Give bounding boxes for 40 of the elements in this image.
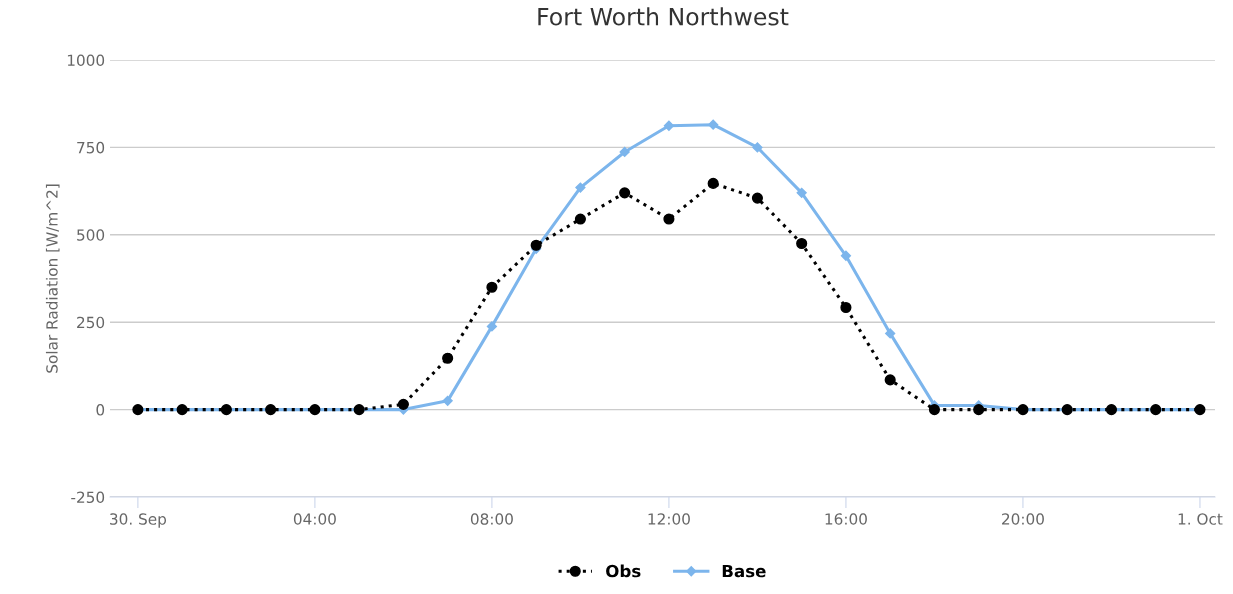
point — [752, 142, 763, 153]
point — [397, 398, 409, 410]
point — [796, 187, 807, 198]
point — [928, 404, 940, 416]
point — [442, 352, 454, 364]
point — [619, 146, 630, 158]
x-tick-label: 12:00 — [648, 513, 690, 525]
y-tick-label: 500 — [77, 229, 105, 241]
legend-label: Obs — [606, 564, 641, 578]
legend-label: Base — [722, 564, 766, 578]
point — [619, 187, 631, 199]
y-tick-label: 750 — [77, 141, 105, 154]
x-tick-label: 08:00 — [470, 513, 513, 525]
point — [840, 301, 852, 314]
y-tick-label: -250 — [71, 491, 105, 504]
y-axis-title: Solar Radiation [W/m^2] — [45, 184, 60, 373]
point — [884, 374, 896, 386]
point — [663, 213, 675, 225]
point — [885, 328, 896, 339]
point — [973, 404, 985, 416]
x-tick-label: 04:00 — [293, 513, 336, 525]
x-tick-label: 30. Sep — [110, 513, 167, 528]
point — [442, 395, 453, 406]
point — [840, 250, 852, 261]
point — [574, 213, 586, 225]
point — [707, 177, 719, 189]
point — [486, 321, 498, 332]
point — [575, 182, 586, 193]
point — [796, 237, 808, 250]
point — [708, 119, 719, 130]
y-tick-label: 1000 — [67, 54, 105, 67]
point — [530, 239, 542, 251]
point — [751, 192, 763, 204]
y-tick-label: 250 — [77, 316, 105, 329]
chart-title: Fort Worth Northwest — [538, 7, 789, 26]
x-tick-label: 1. Oct — [1178, 513, 1223, 525]
x-tick-label: 16:00 — [825, 513, 867, 525]
x-tick-label: 20:00 — [1002, 513, 1044, 525]
point — [486, 281, 498, 293]
y-tick-label: 0 — [96, 404, 105, 416]
